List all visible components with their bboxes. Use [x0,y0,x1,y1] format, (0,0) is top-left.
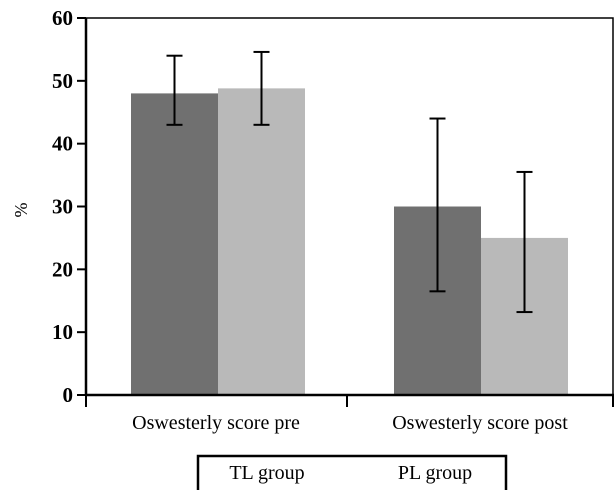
y-ticks-group: 0 10 20 30 40 50 60 [52,6,86,407]
legend-label-tl: TL group [229,462,304,484]
error-bar-tl-pre [166,54,183,126]
legend-label-pl: PL group [398,462,472,484]
x-category-label-pre: Oswesterly score pre [132,412,300,434]
y-tick-label-40: 40 [52,132,73,156]
error-bar-tl-post [429,117,446,293]
y-tick-label-60: 60 [52,6,73,30]
y-tick-label-30: 30 [52,195,73,219]
error-bars-group [166,50,533,314]
y-tick-label-0: 0 [63,383,74,407]
error-bar-pl-pre [253,50,270,126]
x-labels-group: Oswesterly score pre Oswesterly score pos… [132,412,568,434]
bar-tl-pre [131,93,218,396]
y-tick-label-50: 50 [52,69,73,93]
legend-box [196,454,508,490]
error-bar-pl-post [516,170,533,314]
bars-group [131,88,568,396]
bar-pl-pre [218,88,305,395]
y-tick-label-10: 10 [52,320,73,344]
legend: TL group PL group [196,454,508,490]
y-tick-label-20: 20 [52,257,73,281]
y-axis-label: % [11,203,31,218]
x-category-label-post: Oswesterly score post [392,412,568,434]
